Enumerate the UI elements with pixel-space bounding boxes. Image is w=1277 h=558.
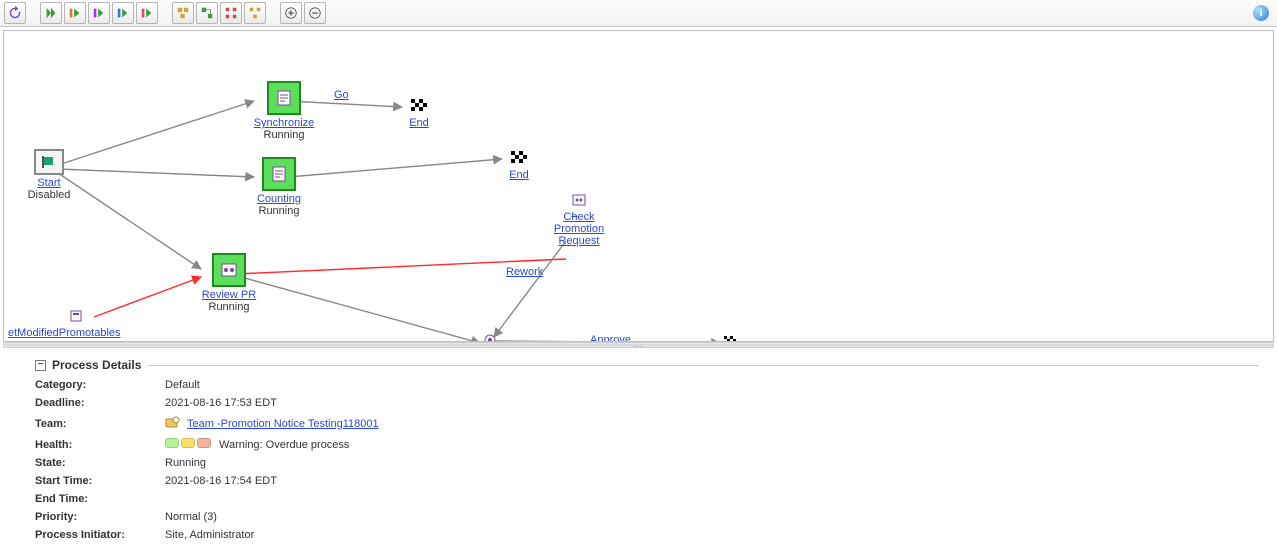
pane-splitter[interactable]: [3, 342, 1274, 348]
node-start-sub: Disabled: [28, 189, 71, 201]
zoom-in-button[interactable]: [280, 2, 302, 24]
step-2-button[interactable]: [88, 2, 110, 24]
node-start-label[interactable]: Start: [37, 177, 60, 189]
node-check-promotion[interactable]: CheckPromotionRequest: [544, 191, 614, 247]
node-synchronize[interactable]: Synchronize Running: [244, 81, 324, 141]
node-counting-sub: Running: [259, 205, 300, 217]
value-deadline: 2021-08-16 17:53 EDT: [165, 397, 277, 409]
value-initiator: Site, Administrator: [165, 529, 254, 541]
node-check-label[interactable]: CheckPromotionRequest: [544, 211, 614, 247]
node-end-1[interactable]: End: [404, 97, 434, 129]
value-priority: Normal (3): [165, 511, 217, 523]
label-state: State:: [35, 457, 165, 469]
layout-4-button[interactable]: [244, 2, 266, 24]
node-tail-task[interactable]: [64, 307, 88, 327]
node-end-2-label[interactable]: End: [509, 169, 529, 181]
label-health: Health:: [35, 439, 165, 451]
node-synchronize-sub: Running: [264, 129, 305, 141]
link-modified-promotables[interactable]: etModifiedPromotables: [8, 327, 121, 339]
node-review-label[interactable]: Review PR: [202, 289, 256, 301]
toolbar: i: [0, 0, 1277, 27]
zoom-out-button[interactable]: [304, 2, 326, 24]
section-title: Process Details: [52, 358, 141, 372]
edge-label-go[interactable]: Go: [334, 89, 349, 101]
step-1-button[interactable]: [64, 2, 86, 24]
label-end-time: End Time:: [35, 493, 165, 505]
node-start[interactable]: Start Disabled: [24, 149, 74, 201]
step-4-button[interactable]: [136, 2, 158, 24]
team-icon: [165, 415, 181, 432]
label-start-time: Start Time:: [35, 475, 165, 487]
node-counting[interactable]: Counting Running: [244, 157, 314, 217]
edge-label-approve[interactable]: Approve: [590, 334, 631, 342]
node-review-pr[interactable]: Review PR Running: [194, 253, 264, 313]
health-indicator: [165, 438, 213, 451]
node-counting-label[interactable]: Counting: [257, 193, 301, 205]
run-all-button[interactable]: [40, 2, 62, 24]
label-deadline: Deadline:: [35, 397, 165, 409]
value-category: Default: [165, 379, 200, 391]
workflow-canvas[interactable]: Start Disabled Synchronize Running Count…: [3, 30, 1274, 342]
node-end-1-label[interactable]: End: [409, 117, 429, 129]
step-3-button[interactable]: [112, 2, 134, 24]
value-health: Warning: Overdue process: [219, 439, 349, 451]
collapse-toggle[interactable]: −: [35, 360, 46, 371]
label-category: Category:: [35, 379, 165, 391]
refresh-button[interactable]: [4, 2, 26, 24]
process-details-panel: − Process Details Category: Default Dead…: [3, 348, 1274, 554]
info-icon[interactable]: i: [1253, 5, 1269, 21]
node-synchronize-label[interactable]: Synchronize: [254, 117, 315, 129]
value-team[interactable]: Team -Promotion Notice Testing118001: [187, 418, 379, 430]
label-team: Team:: [35, 418, 165, 430]
value-start-time: 2021-08-16 17:54 EDT: [165, 475, 277, 487]
node-end-3[interactable]: [722, 333, 740, 342]
node-review-sub: Running: [209, 301, 250, 313]
value-state: Running: [165, 457, 206, 469]
label-initiator: Process Initiator:: [35, 529, 165, 541]
layout-2-button[interactable]: [196, 2, 218, 24]
node-decision[interactable]: [480, 331, 500, 342]
edge-label-rework[interactable]: Rework: [506, 266, 543, 278]
layout-1-button[interactable]: [172, 2, 194, 24]
layout-3-button[interactable]: [220, 2, 242, 24]
node-end-2[interactable]: End: [504, 149, 534, 181]
label-priority: Priority:: [35, 511, 165, 523]
